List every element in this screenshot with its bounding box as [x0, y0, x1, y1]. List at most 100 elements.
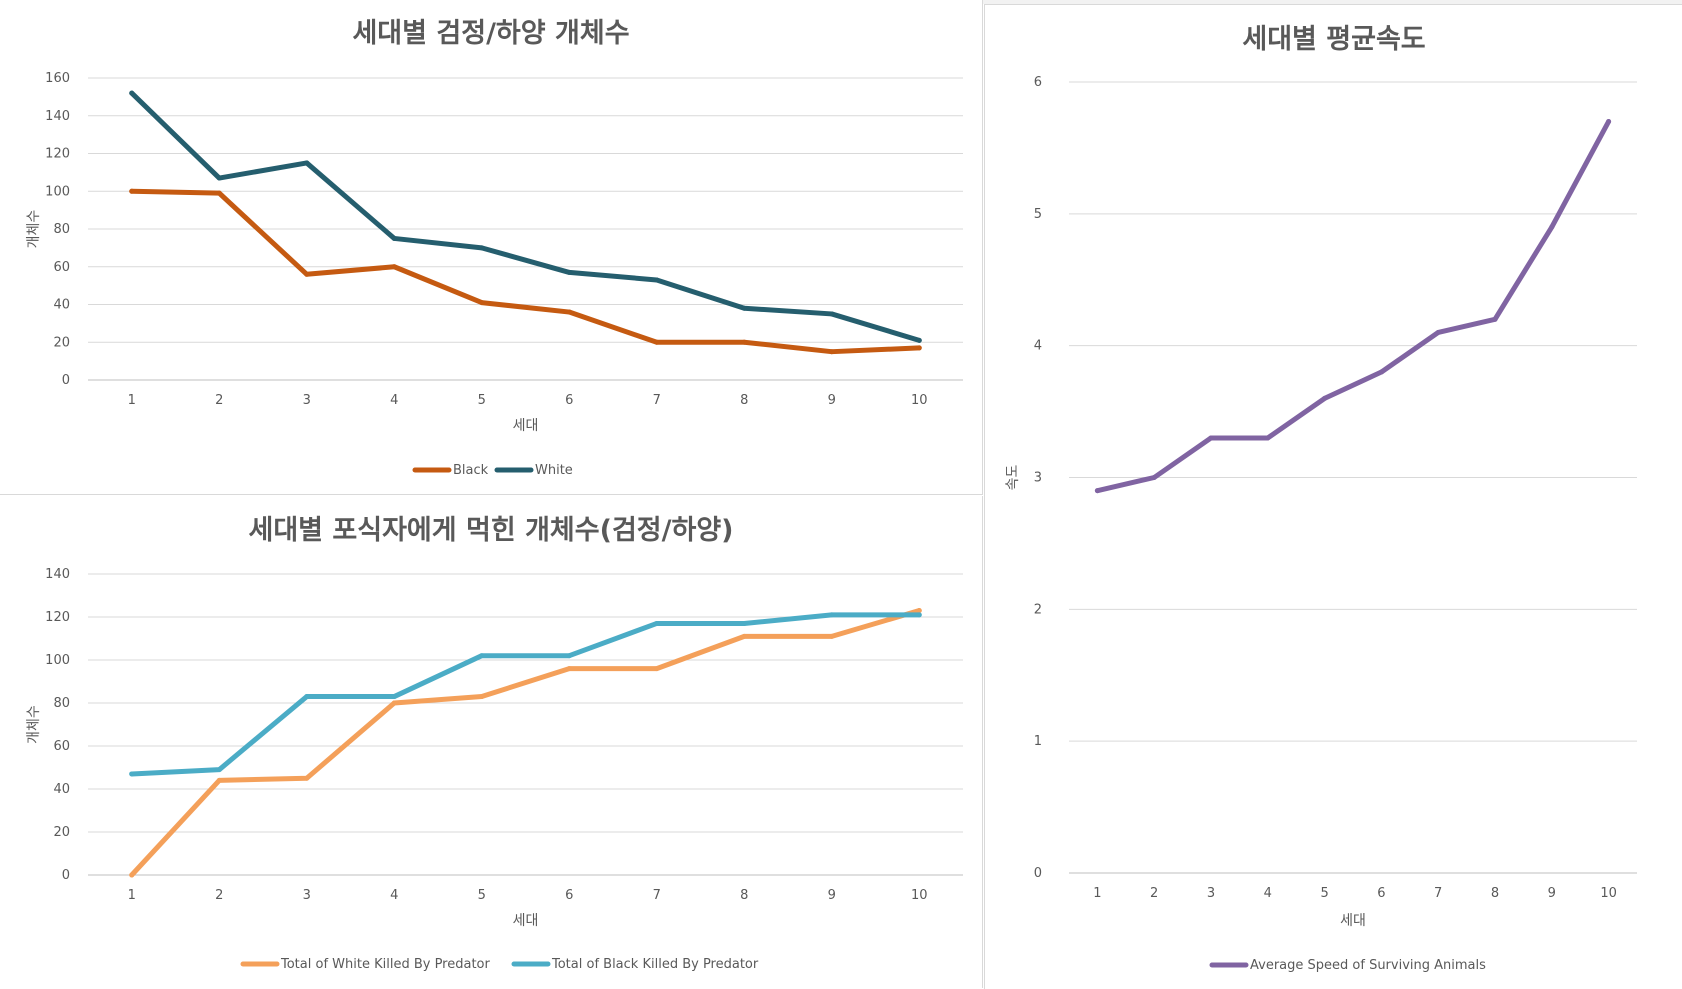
data-point — [1151, 475, 1157, 480]
data-point — [129, 188, 135, 194]
x-tick-label: 8 — [740, 393, 748, 408]
y-tick-label: 0 — [62, 373, 70, 388]
x-tick-label: 5 — [478, 888, 486, 903]
data-point — [741, 339, 747, 345]
x-tick-label: 3 — [1207, 886, 1215, 901]
data-point — [1435, 329, 1441, 335]
x-axis-label: 세대 — [513, 913, 539, 929]
x-tick-label: 8 — [1491, 886, 1499, 901]
data-point — [1606, 119, 1612, 125]
data-point — [216, 175, 222, 181]
x-tick-label: 9 — [828, 888, 836, 903]
legend-label: Total of Black Killed By Predator — [551, 957, 759, 972]
y-tick-label: 80 — [53, 696, 70, 711]
chart-killed-svg: 세대별 포식자에게 먹힌 개체수(검정/하양)02040608010012014… — [26, 515, 963, 972]
x-tick-label: 1 — [128, 888, 136, 903]
data-point — [391, 235, 397, 241]
y-tick-label: 120 — [45, 147, 70, 162]
x-tick-label: 10 — [1600, 886, 1617, 901]
data-point — [129, 771, 135, 777]
data-point — [391, 700, 397, 706]
data-point — [304, 160, 310, 166]
data-point — [304, 271, 310, 277]
y-tick-label: 20 — [53, 335, 70, 350]
data-point — [654, 277, 660, 283]
chart-title: 세대별 검정/하양 개체수 — [352, 18, 629, 49]
x-tick-label: 2 — [215, 393, 223, 408]
y-tick-label: 4 — [1034, 339, 1042, 354]
y-tick-label: 0 — [62, 868, 70, 883]
chart-speed[interactable]: 세대별 평균속도 0 1 2 3 4 5 6 1 2 3 4 5 6 7 8 9 10 세대 속도 Average Sp… — [984, 4, 1682, 989]
y-tick-label: 5 — [1034, 207, 1042, 222]
x-tick-label: 7 — [1434, 886, 1442, 901]
data-point — [916, 612, 922, 618]
data-point — [829, 633, 835, 639]
y-tick-label: 140 — [45, 567, 70, 582]
y-tick-label: 100 — [45, 653, 70, 668]
x-tick-label: 6 — [565, 393, 573, 408]
y-tick-label: 2 — [1034, 602, 1042, 617]
data-point — [916, 337, 922, 343]
data-point — [304, 775, 310, 781]
data-point — [216, 190, 222, 196]
x-axis-label: 세대 — [1340, 913, 1366, 929]
y-tick-label: 6 — [1034, 75, 1042, 90]
legend-label: Black — [453, 463, 489, 478]
y-tick-label: 80 — [53, 222, 70, 237]
x-tick-label: 1 — [128, 393, 136, 408]
data-point — [1492, 316, 1498, 322]
chart-title: 세대별 평균속도 — [1242, 24, 1425, 55]
x-tick-label: 9 — [1548, 886, 1556, 901]
series-line-2 — [129, 90, 922, 343]
data-point — [216, 777, 222, 783]
data-point — [916, 345, 922, 351]
data-point — [129, 90, 135, 96]
data-point — [1322, 395, 1328, 401]
x-tick-label: 2 — [1150, 886, 1158, 901]
x-tick-label: 5 — [478, 393, 486, 408]
data-point — [304, 694, 310, 700]
data-point — [479, 300, 485, 306]
data-point — [741, 633, 747, 639]
data-point — [566, 666, 572, 672]
data-point — [216, 767, 222, 773]
data-point — [829, 311, 835, 317]
data-point — [391, 694, 397, 700]
data-point — [566, 309, 572, 315]
y-tick-label: 60 — [53, 260, 70, 275]
data-point — [1265, 435, 1271, 441]
x-tick-label: 7 — [653, 888, 661, 903]
chart-title: 세대별 포식자에게 먹힌 개체수(검정/하양) — [248, 515, 733, 546]
legend-label: Total of White Killed By Predator — [280, 957, 491, 972]
x-axis-label: 세대 — [513, 418, 539, 434]
data-point — [829, 612, 835, 618]
chart-population[interactable]: 세대별 검정/하양 개체수 0 20 40 60 80 100 120 140 160 1 2 3 4 5 6… — [0, 0, 983, 495]
x-tick-label: 10 — [911, 888, 928, 903]
y-tick-label: 3 — [1034, 471, 1042, 486]
data-point — [391, 264, 397, 270]
data-point — [1549, 224, 1555, 230]
data-point — [1208, 435, 1214, 441]
x-tick-label: 5 — [1320, 886, 1328, 901]
x-tick-label: 3 — [303, 888, 311, 903]
y-tick-label: 20 — [53, 825, 70, 840]
x-tick-label: 6 — [565, 888, 573, 903]
y-tick-label: 40 — [53, 298, 70, 313]
x-tick-label: 4 — [390, 393, 398, 408]
data-point — [566, 653, 572, 659]
y-tick-label: 0 — [1034, 866, 1042, 881]
data-point — [479, 694, 485, 700]
y-axis-label: 속도 — [1005, 465, 1021, 491]
data-point — [566, 269, 572, 275]
data-point — [829, 349, 835, 355]
y-axis-label: 개체수 — [26, 210, 42, 249]
chart-population-svg: 세대별 검정/하양 개체수 0 20 40 60 80 100 120 140 160 1 2 3 4 5 6… — [26, 18, 963, 478]
x-tick-label: 6 — [1377, 886, 1385, 901]
x-tick-label: 4 — [390, 888, 398, 903]
legend-label: White — [535, 463, 573, 478]
y-tick-label: 160 — [45, 71, 70, 86]
x-tick-label: 1 — [1093, 886, 1101, 901]
data-point — [654, 666, 660, 672]
chart-killed[interactable]: 세대별 포식자에게 먹힌 개체수(검정/하양) 0 20 40 60 80 100 120 14… — [0, 496, 983, 988]
y-tick-label: 40 — [53, 782, 70, 797]
